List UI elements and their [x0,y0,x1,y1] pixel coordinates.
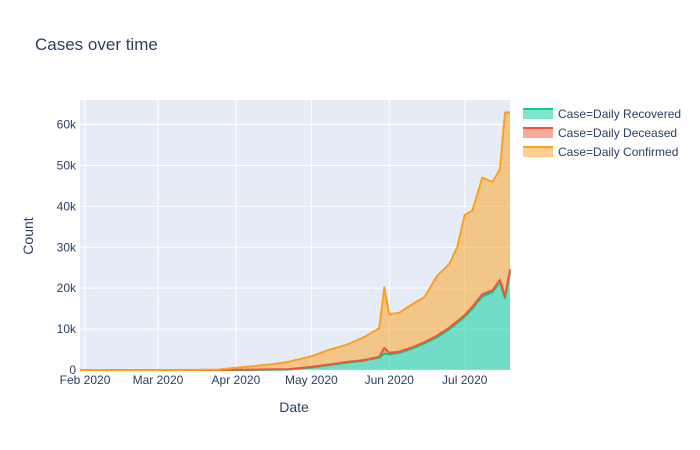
line-case-daily-confirmed [80,111,511,371]
x-tick-label: Jul 2020 [442,373,488,387]
x-tick-label: Feb 2020 [60,373,111,387]
y-axis-title: Count [20,217,36,254]
y-tick-label: 30k [57,240,77,254]
legend-swatch [523,128,553,138]
legend-label: Case=Daily Recovered [558,107,681,121]
legend-item-case-daily-deceased[interactable]: Case=Daily Deceased [523,126,677,140]
legend-swatch [523,109,553,119]
y-tick-label: 50k [57,158,77,172]
line-case-daily-deceased [80,269,511,371]
legend-item-case-daily-recovered[interactable]: Case=Daily Recovered [523,107,681,121]
x-axis-ticks: Feb 2020 Mar 2020 Apr 2020 May 2020 Jun 2020… [60,373,488,387]
legend-item-case-daily-confirmed[interactable]: Case=Daily Confirmed [523,145,678,159]
chart-title: Cases over time [35,35,158,54]
x-tick-label: Jun 2020 [365,373,415,387]
area-series [80,112,510,371]
legend-label: Case=Daily Deceased [558,126,677,140]
legend-label: Case=Daily Confirmed [558,145,678,159]
y-tick-label: 10k [57,322,77,336]
y-axis-ticks: 0 10k 20k 30k 40k 50k 60k [57,118,77,377]
y-tick-label: 0 [69,363,76,377]
x-tick-label: Mar 2020 [133,373,184,387]
legend-swatch [523,147,553,157]
y-tick-label: 20k [57,281,77,295]
line-series [80,111,511,371]
legend[interactable]: Case=Daily Recovered Case=Daily Deceased C… [523,107,681,159]
y-tick-label: 60k [57,118,77,132]
x-tick-label: May 2020 [285,373,338,387]
x-axis-title: Date [279,399,309,415]
y-tick-label: 40k [57,199,77,213]
area-case-daily-recovered [80,271,510,370]
x-tick-label: Apr 2020 [212,373,261,387]
